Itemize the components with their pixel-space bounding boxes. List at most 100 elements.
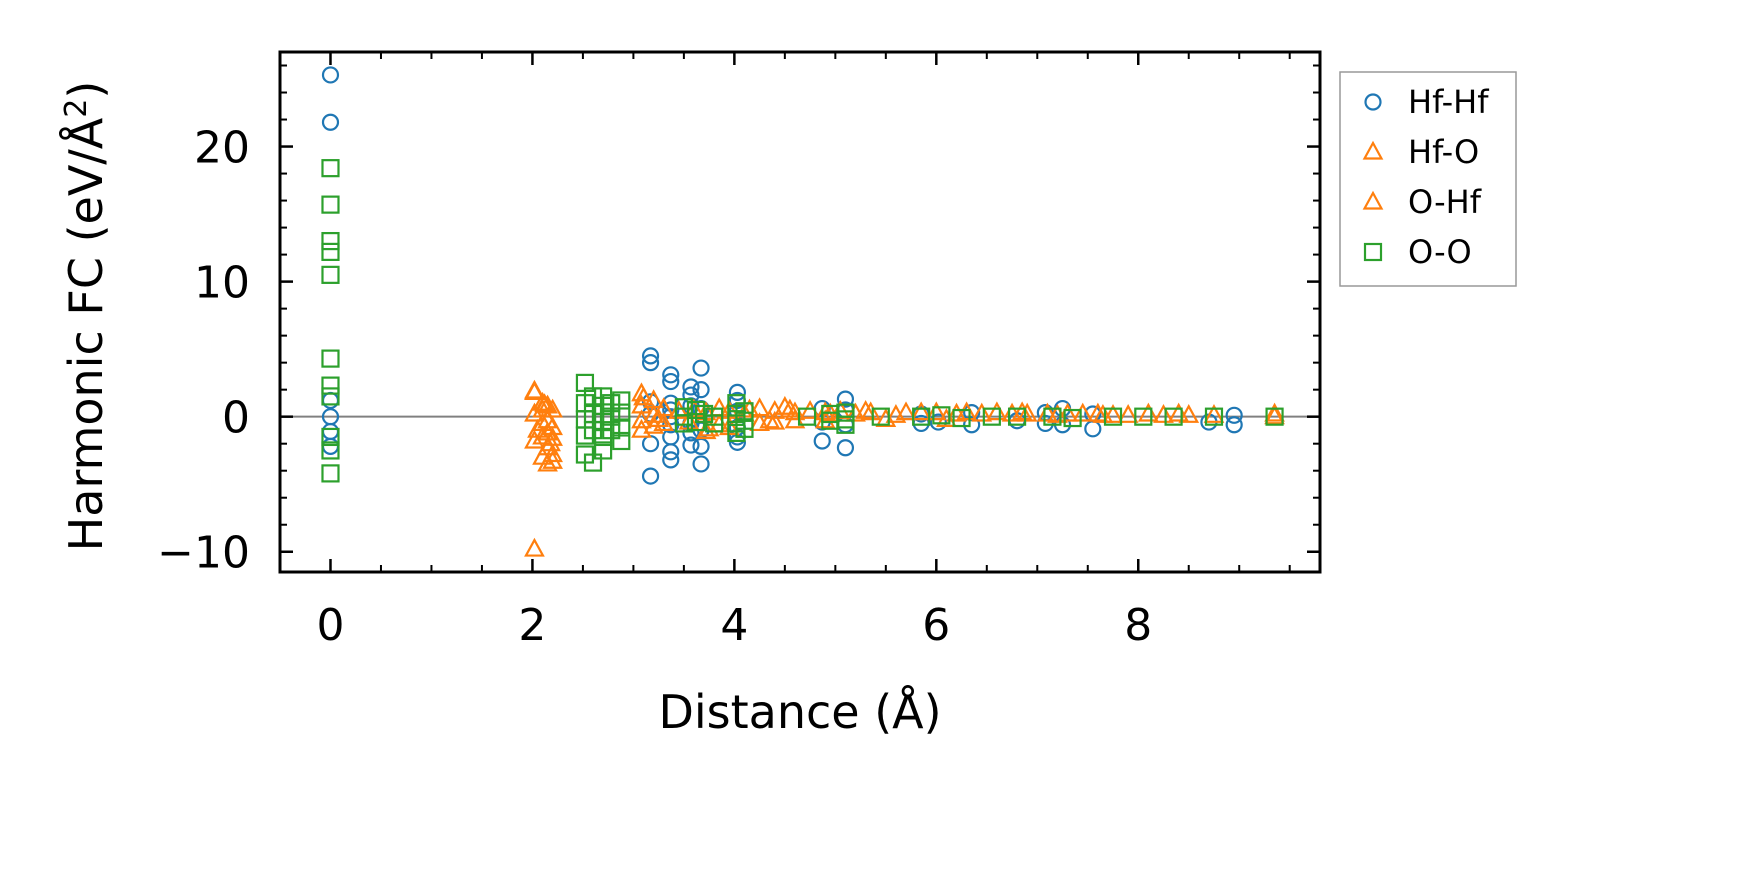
hf-hf-point	[836, 390, 855, 408]
o-o-point	[321, 265, 340, 284]
o-o-point	[952, 408, 971, 428]
o-o-point	[694, 404, 714, 424]
tick-labels-layer: 0 2 4 6 8 −10 0 10 20	[157, 123, 1152, 651]
hf-o-point	[1137, 402, 1159, 422]
y-tick-label: 0	[222, 393, 250, 444]
o-hf-point	[633, 386, 654, 406]
x-tick-label: 2	[518, 600, 546, 651]
hf-o-point	[1037, 402, 1058, 422]
y-tick-label: 20	[194, 123, 250, 174]
x-tick-label: 0	[316, 600, 344, 651]
legend: Hf-Hf Hf-O O-Hf O-O	[1339, 71, 1517, 287]
hf-hf-point	[641, 467, 660, 485]
o-hf-point	[524, 379, 545, 399]
o-o-point	[1063, 408, 1082, 428]
o-o-point	[602, 394, 621, 413]
hf-hf-point	[1225, 416, 1243, 434]
hf-hf-point	[929, 413, 947, 431]
hf-hf-point	[641, 354, 660, 372]
hf-o-point	[708, 397, 730, 417]
hf-o-point	[971, 402, 993, 422]
data-points-layer	[321, 66, 1285, 557]
legend-label-o-o: O-O	[1408, 233, 1472, 271]
x-tick-label: 8	[1124, 600, 1152, 651]
o-o-point	[674, 414, 693, 433]
hf-o-point	[537, 452, 558, 472]
hf-hf-point	[321, 422, 340, 441]
o-o-point	[612, 431, 631, 451]
o-o-point	[1204, 407, 1224, 426]
o-o-point	[321, 387, 340, 406]
hf-o-point	[1264, 402, 1285, 422]
legend-label-hf-o: Hf-O	[1408, 133, 1479, 171]
o-o-point	[583, 387, 603, 406]
o-o-point	[321, 427, 340, 447]
hf-hf-point	[641, 347, 660, 365]
hf-hf-point	[1084, 420, 1102, 438]
o-o-point	[321, 231, 340, 251]
o-o-point	[735, 402, 754, 421]
o-o-point	[1164, 407, 1183, 426]
o-hf-point	[648, 408, 669, 427]
o-hf-point	[1011, 401, 1033, 421]
o-o-point	[912, 407, 931, 426]
hf-hf-point	[836, 439, 855, 457]
hf-o-point	[895, 401, 917, 421]
y-tick-label: −10	[157, 528, 250, 579]
o-o-point	[836, 415, 855, 434]
y-tick-label: 10	[194, 258, 250, 309]
legend-marker-hf-hf	[1364, 93, 1382, 111]
o-o-point	[321, 159, 340, 178]
o-hf-point	[1047, 404, 1068, 423]
hf-o-point	[1203, 404, 1225, 423]
hf-o-point	[764, 410, 786, 430]
o-o-point	[1103, 407, 1123, 426]
hf-o-point	[542, 443, 563, 463]
o-hf-point	[542, 449, 563, 469]
hf-hf-point	[692, 359, 710, 377]
o-o-point	[797, 407, 817, 426]
o-o-point	[583, 453, 603, 472]
o-hf-point	[1092, 404, 1114, 423]
hf-o-point	[1072, 402, 1094, 422]
hf-o-point	[653, 412, 675, 432]
o-o-point	[321, 242, 340, 261]
o-hf-point	[885, 404, 907, 423]
plot-area-frame	[278, 50, 1322, 574]
hf-o-point	[631, 418, 652, 438]
o-o-point	[1134, 407, 1153, 426]
hf-hf-point	[321, 391, 340, 410]
hf-o-point	[1057, 402, 1078, 422]
x-axis-title: Distance (Å)	[658, 685, 941, 739]
hf-o-point	[925, 401, 947, 421]
legend-marker-o-hf	[1362, 190, 1384, 210]
o-hf-point	[1168, 402, 1189, 422]
hf-o-point	[936, 408, 957, 427]
o-o-point	[705, 414, 724, 433]
hf-hf-point	[662, 451, 680, 469]
o-hf-point	[759, 409, 781, 429]
hf-hf-point	[813, 432, 831, 450]
x-tick-label: 6	[922, 600, 950, 651]
hf-hf-point	[692, 455, 710, 473]
hf-hf-point	[321, 113, 340, 131]
hf-o-point	[860, 401, 882, 421]
legend-marker-hf-o	[1362, 140, 1384, 160]
hf-o-point	[1117, 404, 1139, 423]
y-axis-title: Harmonic FC (eV/Å2)	[59, 81, 113, 552]
hf-hf-point	[692, 437, 710, 455]
o-o-point	[612, 391, 631, 410]
o-o-point	[321, 195, 340, 214]
hf-o-point	[910, 401, 932, 421]
hf-hf-point	[682, 436, 700, 454]
o-hf-point	[779, 398, 801, 418]
o-hf-point	[527, 418, 548, 438]
o-o-point	[735, 419, 754, 438]
y-axis-title-main: Harmonic FC (eV/Å	[59, 117, 113, 551]
series-o-hf	[524, 379, 1285, 469]
hf-o-point	[1102, 404, 1124, 423]
y-axis-title-superscript: 2	[59, 99, 94, 118]
o-hf-point	[855, 399, 876, 419]
o-o-point	[594, 441, 613, 460]
